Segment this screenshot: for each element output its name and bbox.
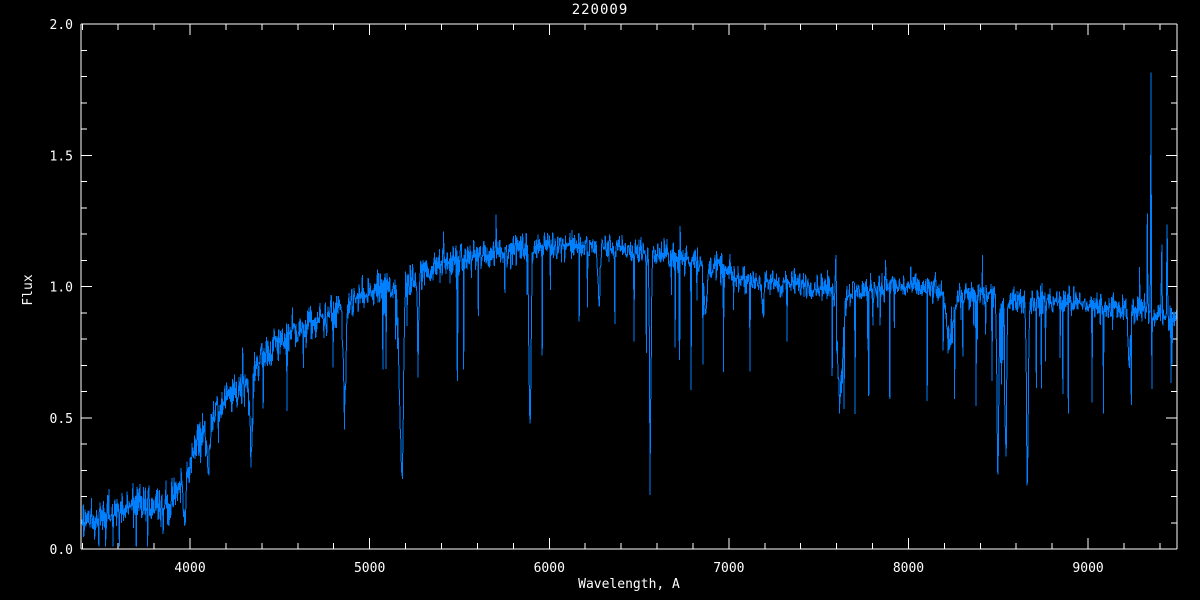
svg-text:0.0: 0.0 (50, 543, 73, 558)
svg-text:1.0: 1.0 (50, 281, 73, 296)
spectrum-series (81, 72, 1177, 547)
x-axis-label: Wavelength, A (578, 577, 680, 592)
svg-text:0.5: 0.5 (50, 412, 73, 427)
svg-text:5000: 5000 (354, 561, 385, 576)
plot-frame (80, 23, 1178, 550)
svg-text:9000: 9000 (1072, 561, 1103, 576)
svg-text:6000: 6000 (534, 561, 565, 576)
axis-ticks (81, 23, 1177, 550)
y-axis-label: Flux (21, 274, 36, 305)
svg-text:2.0: 2.0 (50, 18, 73, 33)
svg-text:8000: 8000 (893, 561, 924, 576)
svg-text:1.5: 1.5 (50, 149, 73, 164)
page-title: 220009 (571, 2, 629, 18)
svg-text:7000: 7000 (713, 561, 744, 576)
axis-tick-labels: 4000 5000 6000 7000 8000 9000 0.0 0.5 1.0 1.5 2.0 (50, 18, 1104, 576)
svg-text:4000: 4000 (174, 561, 205, 576)
